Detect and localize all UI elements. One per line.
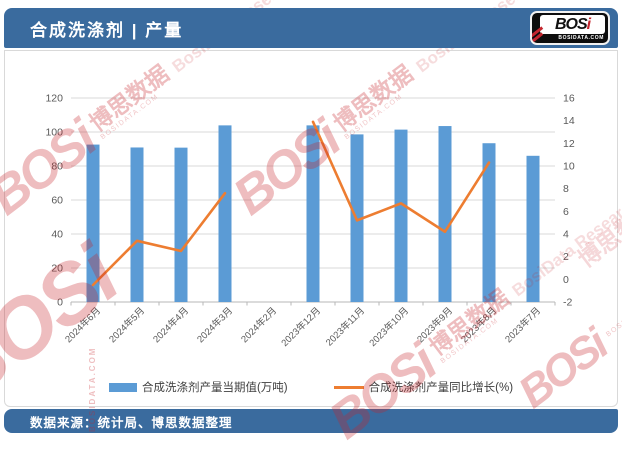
bar-2024年6月	[86, 144, 100, 302]
bosi-logo-text: BOS i	[540, 15, 605, 34]
left-axis-tick-label: 20	[51, 263, 63, 275]
chart-area: 0 20 40 60 80 100 120 -2 0 2 4 6 8 10 12 14 16 2024年6月 202…	[4, 50, 618, 407]
left-axis-tick-label: 0	[57, 297, 63, 309]
x-axis-label: 2023年7月	[503, 305, 544, 346]
x-axis-label: 2024年4月	[151, 305, 192, 346]
line-swatch-icon	[333, 385, 364, 389]
data-source: 数据来源：统计局、博思数据整理	[30, 415, 233, 430]
legend-item-bar: 合成洗涤剂产量当期值(万吨)	[108, 379, 288, 395]
right-axis-tick-label: -2	[563, 297, 572, 309]
x-axis-label: 2024年5月	[107, 305, 148, 346]
x-axis-label: 2023年11月	[323, 305, 367, 349]
bar-2024年3月	[218, 125, 232, 303]
bar-2023年12月	[306, 125, 320, 303]
left-axis-tick-label: 120	[45, 93, 63, 105]
right-axis-tick-label: 6	[563, 206, 569, 218]
right-axis-tick-label: 14	[563, 115, 575, 127]
x-axis-label: 2024年2月	[239, 305, 280, 346]
bosi-logo: BOS i BOSIDATA.COM	[530, 11, 610, 45]
right-axis-tick-label: 2	[563, 251, 569, 263]
left-axis-tick-label: 60	[51, 195, 63, 207]
bar-2023年8月	[482, 143, 496, 302]
bosi-logo-domain: BOSIDATA.COM	[558, 35, 604, 41]
bar-2023年7月	[526, 155, 540, 302]
header-bar: 合成洗涤剂 | 产量 BOS i BOSIDATA.COM	[4, 8, 618, 48]
x-axis-label: 2023年9月	[415, 305, 456, 346]
left-axis-tick-label: 100	[45, 127, 63, 139]
x-axis-label: 2024年6月	[63, 305, 104, 346]
bar-2024年4月	[174, 147, 188, 302]
x-axis-label: 2023年8月	[459, 305, 500, 346]
growth-line	[91, 191, 227, 287]
right-axis-tick-label: 12	[563, 138, 575, 150]
chart-legend: 合成洗涤剂产量当期值(万吨) 合成洗涤剂产量同比增长(%)	[5, 379, 617, 395]
bar-swatch-icon	[108, 382, 137, 392]
growth-line	[311, 120, 491, 234]
right-axis-tick-label: 0	[563, 274, 569, 286]
right-axis-tick-label: 4	[563, 229, 569, 241]
bar-2023年9月	[438, 126, 452, 302]
bar-2023年10月	[394, 129, 408, 302]
footer-bar: 数据来源：统计局、博思数据整理	[4, 409, 618, 433]
legend-label-line: 合成洗涤剂产量同比增长(%)	[368, 382, 514, 394]
left-axis-tick-label: 80	[51, 161, 63, 173]
legend-item-line: 合成洗涤剂产量同比增长(%)	[333, 379, 514, 395]
left-axis-tick-label: 40	[51, 229, 63, 241]
x-axis-label: 2023年10月	[367, 305, 411, 349]
right-axis-tick-label: 10	[563, 161, 575, 173]
x-axis-label: 2024年3月	[195, 305, 236, 346]
right-axis-tick-label: 8	[563, 183, 569, 195]
right-axis-tick-label: 16	[563, 93, 575, 105]
bar-2024年5月	[130, 147, 144, 302]
x-axis-label: 2023年12月	[279, 305, 323, 349]
page-title: 合成洗涤剂 | 产量	[30, 20, 184, 40]
legend-label-bar: 合成洗涤剂产量当期值(万吨)	[141, 382, 288, 394]
